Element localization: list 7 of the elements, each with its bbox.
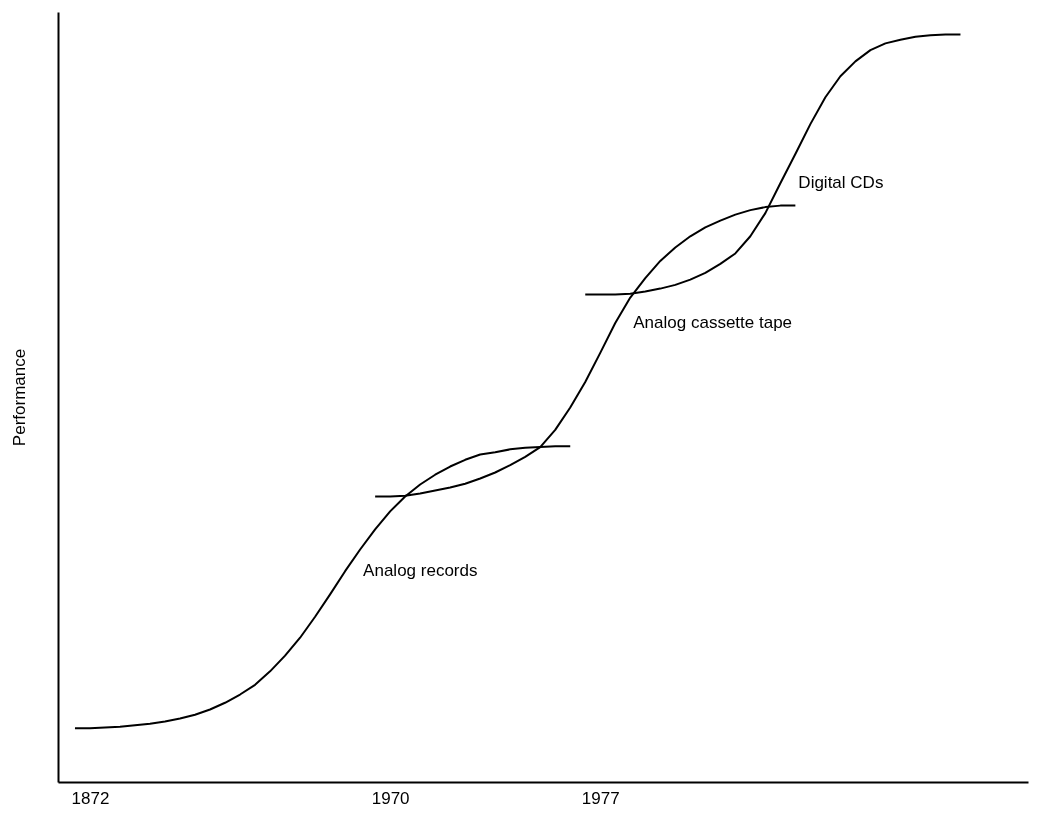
x-tick-label: 1977: [581, 788, 620, 808]
series-label: Analog records: [363, 561, 478, 581]
series-label: Analog cassette tape: [633, 312, 793, 332]
x-tick-label: 1970: [371, 788, 410, 808]
y-axis-title: Performance: [9, 348, 29, 447]
x-tick-label: 1872: [71, 788, 110, 808]
series-label: Digital CDs: [798, 173, 884, 193]
